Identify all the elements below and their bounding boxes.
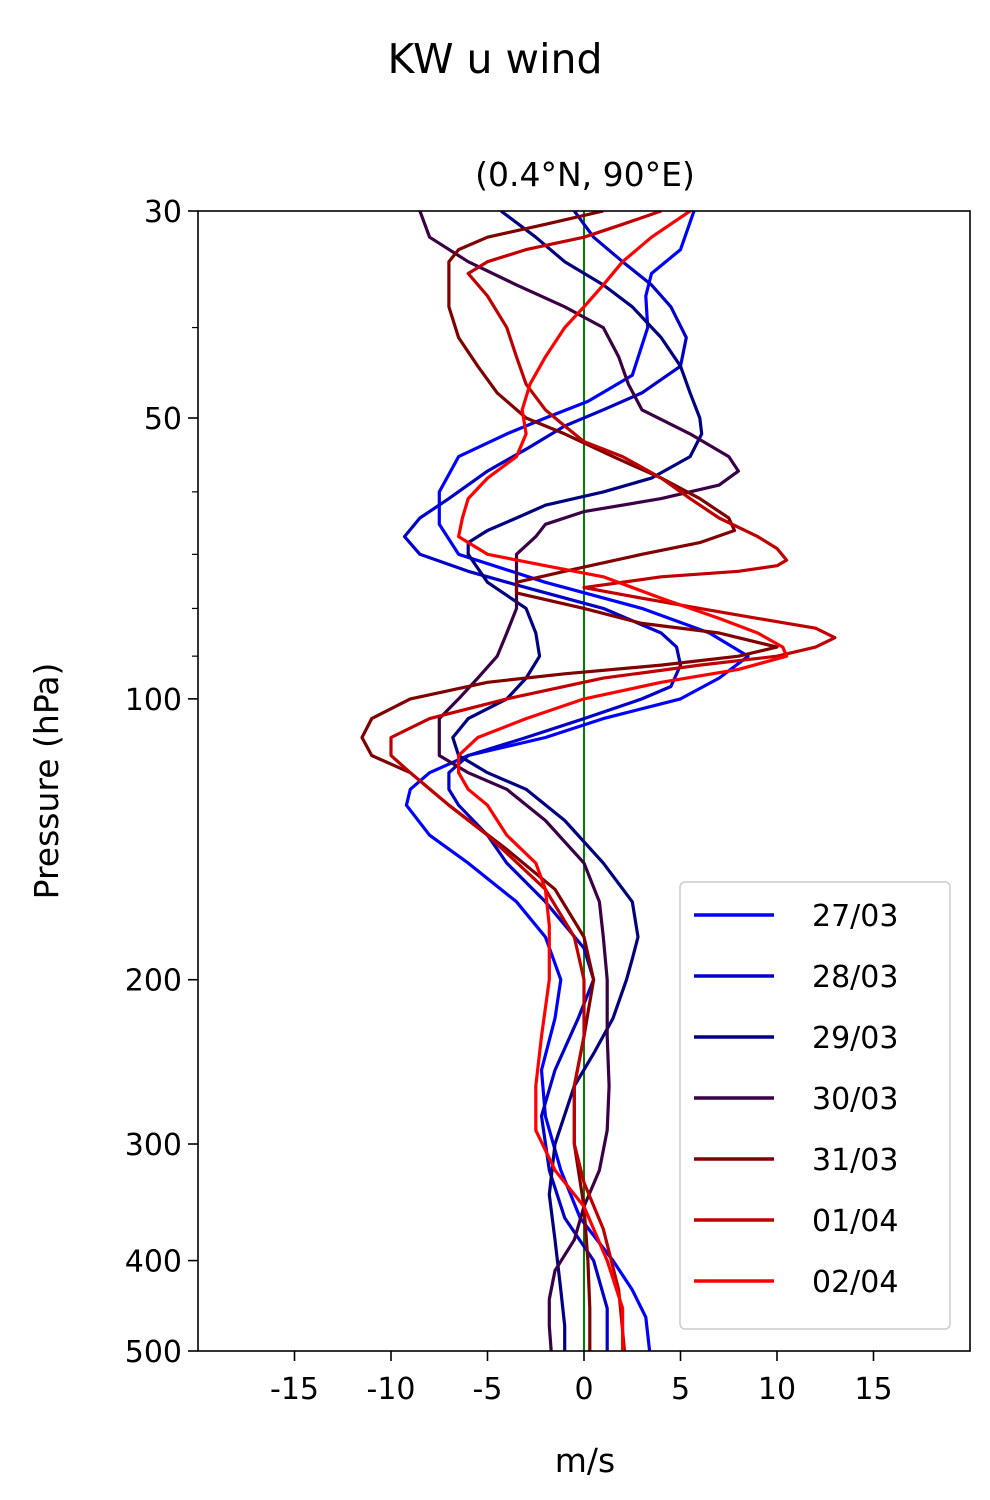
x-axis-ticks: -15 -10 -5 0 5 10 15 [270,1351,893,1407]
legend-entry-label: 29/03 [812,1021,898,1056]
legend-entry-label: 31/03 [812,1143,898,1178]
series-line-0 [404,211,750,1351]
series-line-4 [360,211,779,1351]
legend-entry-label: 27/03 [812,899,898,934]
series-line-6 [457,211,789,1351]
series-lines [360,211,837,1351]
series-line-1 [402,211,688,1351]
x-tick-label: 0 [574,1372,593,1407]
y-tick-label: 100 [125,683,182,718]
x-tick-label: 10 [758,1372,796,1407]
x-tick-label: -15 [270,1372,319,1407]
legend-entry-label: 28/03 [812,960,898,995]
legend-entry-label: 30/03 [812,1082,898,1117]
y-tick-label: 300 [125,1128,182,1163]
legend-box [679,881,951,1330]
series-line-5 [389,211,837,1351]
x-tick-label: -5 [473,1372,503,1407]
legend-entry-label: 02/04 [812,1265,898,1300]
y-tick-label: 400 [125,1245,182,1280]
x-tick-label: 5 [671,1372,690,1407]
x-tick-label: 15 [854,1372,892,1407]
y-axis-ticks: 30 50 100 200 300 400 500 [125,195,198,1370]
series-line-3 [418,211,740,1351]
chart-title: (0.4°N, 90°E) [475,155,695,194]
y-axis-label: Pressure (hPa) [27,663,66,900]
series-line-2 [451,211,704,1351]
x-axis-label: m/s [555,1441,615,1480]
figure-suptitle: KW u wind [388,35,603,83]
y-tick-label: 50 [144,402,182,437]
legend-entry-label: 01/04 [812,1204,898,1239]
y-tick-label: 30 [144,195,182,230]
y-tick-label: 200 [125,964,182,999]
y-tick-label: 500 [125,1335,182,1370]
x-tick-label: -10 [367,1372,416,1407]
legend: 27/03 28/03 29/03 30/03 31/03 01/04 02/04 [679,881,951,1330]
